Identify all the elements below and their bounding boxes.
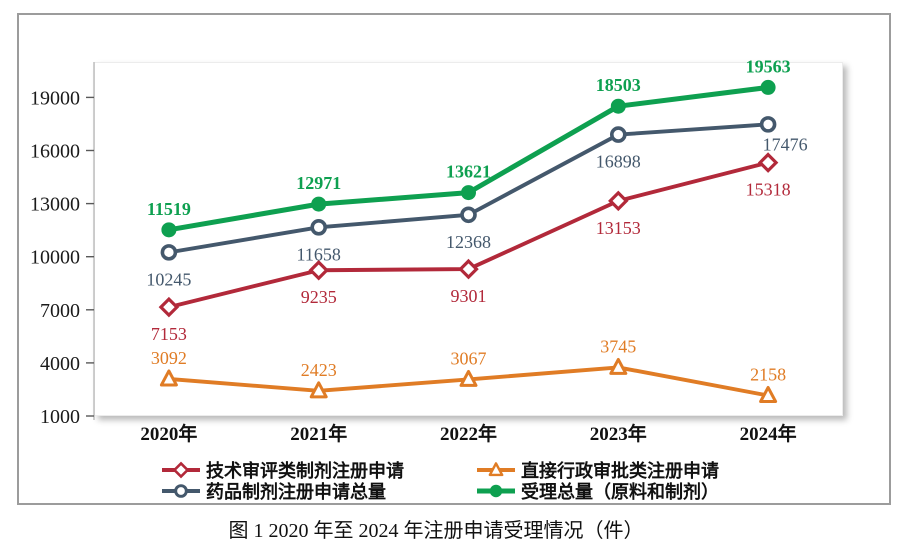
data-point-label: 3092	[151, 348, 187, 368]
data-point-label: 9235	[301, 287, 337, 307]
data-point-label: 9301	[451, 286, 487, 306]
legend-label: 药品制剂注册申请总量	[206, 481, 386, 502]
x-tick-label: 2021年	[290, 422, 347, 445]
circle-open-marker	[460, 206, 477, 224]
circle-open-marker	[174, 484, 188, 498]
plot-area	[94, 62, 843, 416]
circle-filled-marker	[760, 79, 776, 95]
data-point-label: 7153	[151, 324, 187, 344]
triangle-marker	[459, 369, 478, 387]
x-tick-label: 2024年	[740, 422, 797, 445]
x-tick-label: 2022年	[440, 422, 497, 445]
diamond-marker	[458, 258, 479, 280]
triangle-marker	[159, 369, 178, 387]
legend-label: 技术审评类制剂注册申请	[206, 460, 404, 481]
data-point-label: 3745	[600, 336, 636, 356]
diamond-marker	[172, 461, 190, 479]
circle-filled-marker	[311, 196, 327, 212]
circle-filled-marker	[489, 484, 503, 498]
y-tick-label: 7000	[40, 300, 80, 322]
data-point-label: 13153	[596, 218, 641, 238]
circle-open-marker	[310, 219, 328, 236]
x-tick-label: 2023年	[590, 422, 647, 445]
circle-open-marker	[609, 126, 627, 143]
circle-filled-marker	[161, 222, 177, 238]
diamond-marker	[308, 259, 329, 281]
data-point-label: 15318	[746, 180, 791, 200]
data-point-label: 18503	[596, 75, 641, 95]
circle-open-marker	[160, 244, 178, 261]
diamond-marker	[158, 296, 180, 318]
data-point-label: 11658	[297, 244, 341, 264]
data-point-label: 16898	[596, 152, 641, 172]
y-tick-label: 10000	[30, 247, 80, 269]
circle-filled-marker	[610, 98, 626, 114]
y-tick-label: 19000	[30, 87, 80, 109]
data-point-label: 17476	[763, 134, 808, 154]
data-point-label: 2158	[750, 365, 786, 385]
y-tick-label: 13000	[30, 194, 80, 216]
data-point-label: 12368	[446, 232, 491, 252]
data-point-label: 13621	[446, 162, 491, 182]
triangle-marker	[309, 381, 328, 399]
triangle-marker	[488, 462, 504, 477]
data-point-label: 3067	[451, 348, 487, 368]
data-point-label: 2423	[301, 360, 337, 380]
circle-open-marker	[759, 116, 777, 133]
triangle-marker	[609, 357, 628, 375]
y-tick-label: 4000	[40, 353, 80, 375]
legend-label: 受理总量（原料和制剂）	[521, 481, 719, 502]
triangle-marker	[759, 386, 778, 404]
y-tick-label: 1000	[40, 406, 80, 428]
circle-filled-marker	[461, 185, 476, 201]
diamond-marker	[757, 152, 779, 173]
data-point-label: 10245	[146, 269, 191, 289]
legend-label: 直接行政审批类注册申请	[521, 460, 719, 481]
data-point-label: 11519	[147, 199, 191, 219]
y-tick-label: 16000	[30, 141, 80, 163]
x-tick-label: 2020年	[140, 422, 197, 445]
data-point-label: 12971	[296, 173, 341, 193]
data-point-label: 19563	[746, 56, 791, 76]
diamond-marker	[608, 190, 629, 212]
figure-caption: 图 1 2020 年至 2024 年注册申请受理情况（件）	[228, 520, 644, 542]
